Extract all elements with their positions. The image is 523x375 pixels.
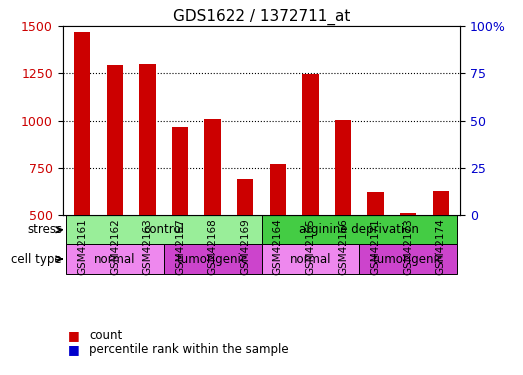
FancyBboxPatch shape <box>262 215 457 244</box>
Text: normal: normal <box>290 253 331 266</box>
Bar <box>107 65 123 215</box>
FancyBboxPatch shape <box>262 244 359 274</box>
Bar <box>139 64 156 215</box>
Text: arginine deprivation: arginine deprivation <box>299 223 419 236</box>
Bar <box>204 119 221 215</box>
Bar <box>302 74 319 215</box>
FancyBboxPatch shape <box>359 244 457 274</box>
Text: ■: ■ <box>68 343 79 356</box>
Bar <box>237 179 253 215</box>
Text: percentile rank within the sample: percentile rank within the sample <box>89 343 289 356</box>
Bar <box>433 191 449 215</box>
Text: tumorigenic: tumorigenic <box>177 253 248 266</box>
Text: stress: stress <box>27 223 62 236</box>
FancyBboxPatch shape <box>66 215 262 244</box>
Text: tumorigenic: tumorigenic <box>372 253 444 266</box>
Bar <box>367 192 384 215</box>
Bar <box>270 164 286 215</box>
Bar <box>172 127 188 215</box>
Text: normal: normal <box>94 253 135 266</box>
Bar <box>74 32 90 215</box>
Bar <box>335 120 351 215</box>
FancyBboxPatch shape <box>66 244 164 274</box>
Text: ■: ■ <box>68 329 79 342</box>
FancyBboxPatch shape <box>164 244 262 274</box>
Text: count: count <box>89 329 122 342</box>
Text: control: control <box>143 223 184 236</box>
Bar <box>400 213 416 215</box>
Text: cell type: cell type <box>12 253 62 266</box>
Title: GDS1622 / 1372711_at: GDS1622 / 1372711_at <box>173 9 350 25</box>
